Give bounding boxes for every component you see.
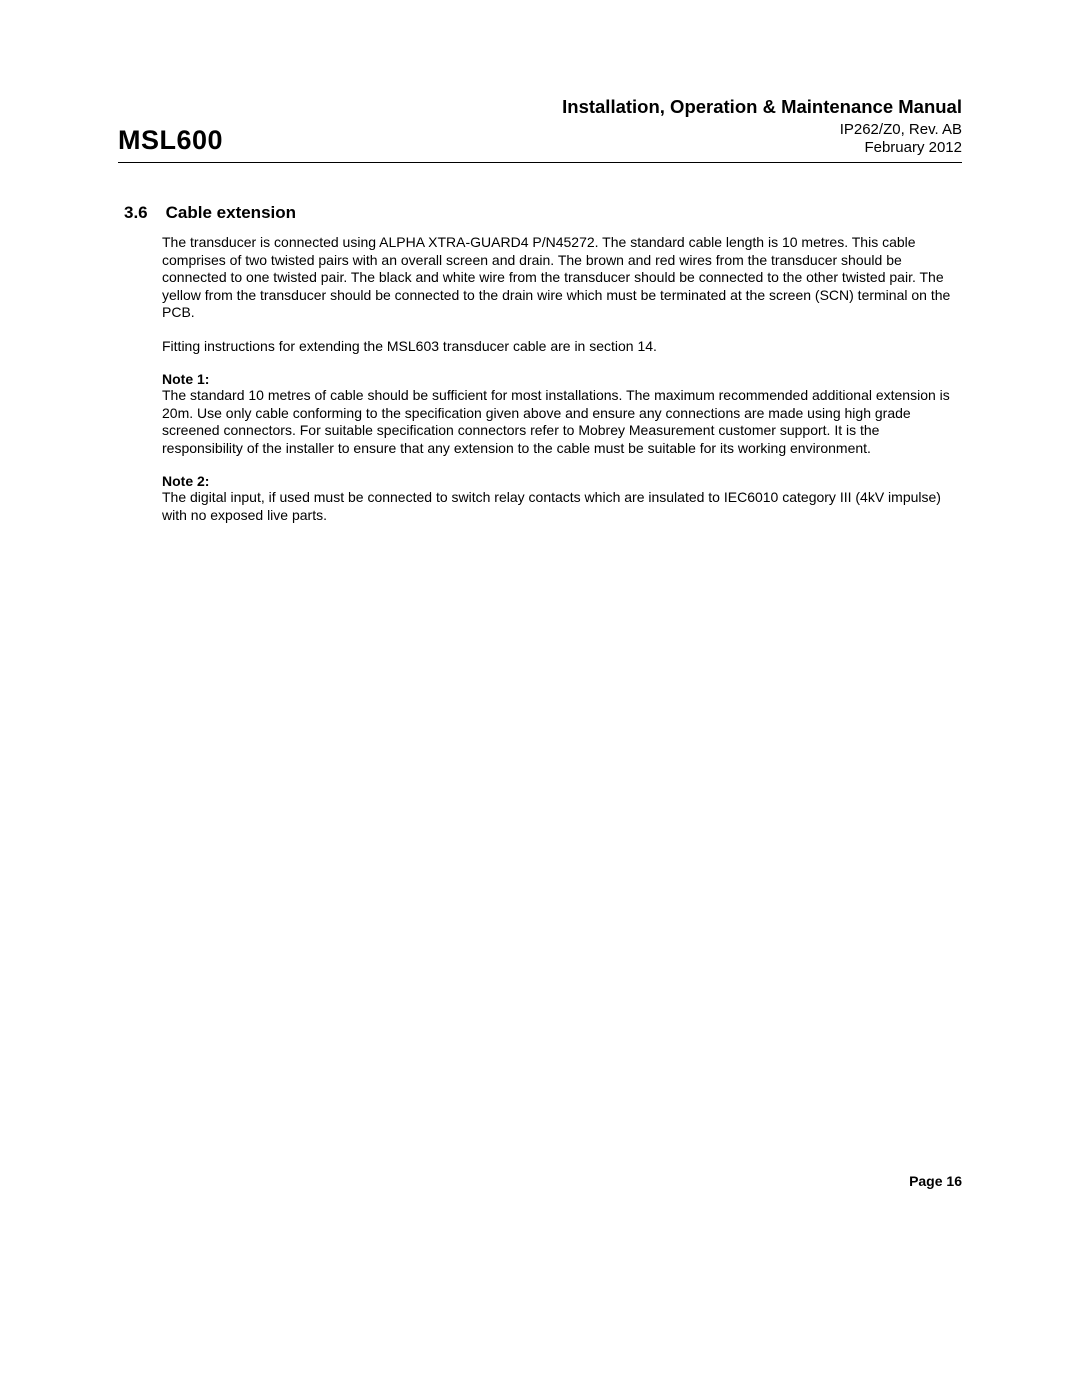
section-title: Cable extension [166,203,296,223]
header-right-block: Installation, Operation & Maintenance Ma… [562,96,962,156]
page-footer: Page 16 [909,1173,962,1189]
body-content: The transducer is connected using ALPHA … [162,234,962,524]
document-date: February 2012 [562,139,962,156]
document-id: IP262/Z0, Rev. AB [562,121,962,138]
note-2-label: Note 2: [162,473,962,489]
product-model: MSL600 [118,125,223,156]
paragraph-1: The transducer is connected using ALPHA … [162,234,962,322]
note-1-label: Note 1: [162,371,962,387]
note-2-text: The digital input, if used must be conne… [162,489,962,524]
section-heading: 3.6 Cable extension [118,203,962,223]
note-1-text: The standard 10 metres of cable should b… [162,387,962,457]
page-header: MSL600 Installation, Operation & Mainten… [118,96,962,163]
page-container: MSL600 Installation, Operation & Mainten… [0,0,1080,524]
section-number: 3.6 [124,203,148,223]
paragraph-2: Fitting instructions for extending the M… [162,338,962,356]
manual-title: Installation, Operation & Maintenance Ma… [562,96,962,118]
